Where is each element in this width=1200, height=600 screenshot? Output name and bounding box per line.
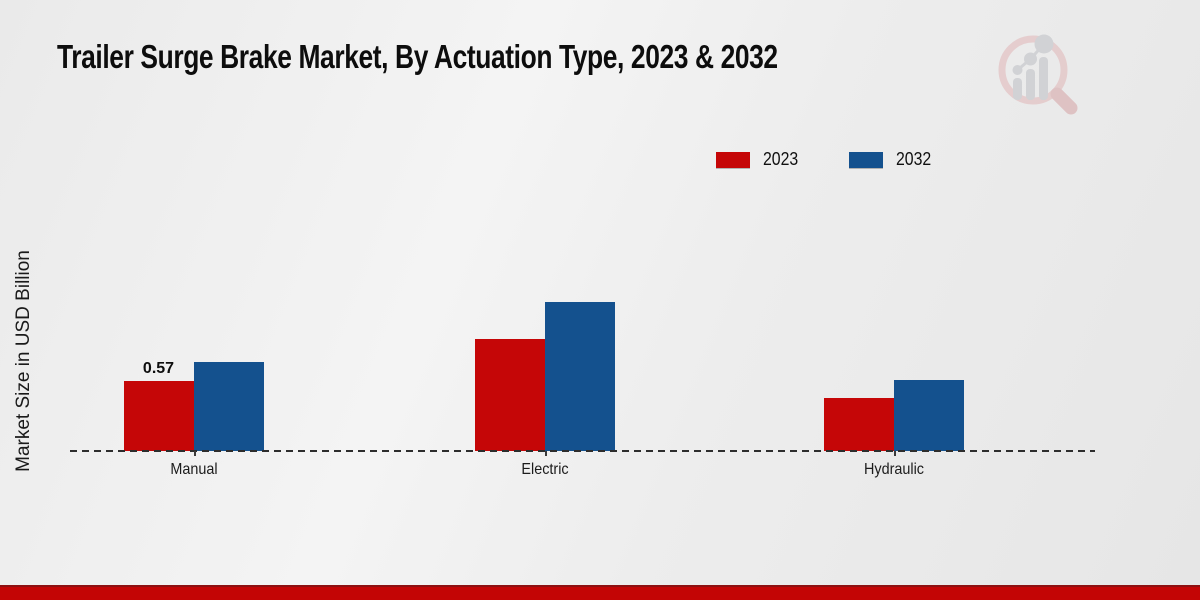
trend-dot bbox=[1012, 65, 1023, 75]
bar-2032-electric bbox=[545, 302, 615, 451]
axis-tick-hydraulic bbox=[894, 451, 896, 456]
bar-2023-hydraulic bbox=[824, 398, 894, 451]
bar-2032-hydraulic bbox=[894, 380, 964, 451]
axis-tick-electric bbox=[545, 451, 547, 456]
bar-group-electric: Electric bbox=[475, 302, 615, 478]
legend-item-2032: 2032 bbox=[849, 149, 936, 170]
legend-item-2023: 2023 bbox=[716, 149, 803, 170]
magnifier-ring bbox=[998, 35, 1068, 105]
y-axis-label: Market Size in USD Billion bbox=[13, 250, 34, 472]
axis-tick-manual bbox=[193, 451, 196, 456]
category-label-hydraulic: Hydraulic bbox=[863, 461, 925, 478]
x-axis-baseline bbox=[70, 450, 1095, 452]
chart-title: Trailer Surge Brake Market, By Actuation… bbox=[57, 38, 778, 75]
bar-2032-manual bbox=[193, 362, 264, 451]
legend-swatch-2032-icon bbox=[849, 151, 884, 168]
bar-group-hydraulic: Hydraulic bbox=[824, 380, 964, 478]
category-label-manual: Manual bbox=[169, 461, 218, 478]
bar-2023-manual: 0.57 bbox=[123, 360, 194, 451]
magnifier-handle bbox=[1050, 87, 1078, 115]
trend-dot bbox=[1034, 34, 1054, 54]
logo-bar bbox=[1013, 78, 1022, 100]
footer-red-band bbox=[0, 585, 1200, 600]
logo-bar bbox=[1026, 69, 1035, 100]
plot-area: 0.57 Manual Electric Hydraulic bbox=[70, 200, 1095, 478]
logo-bar bbox=[1039, 57, 1048, 100]
trend-dot bbox=[1024, 52, 1037, 66]
magnifier-bar-chart-logo-icon bbox=[983, 26, 1087, 118]
bar-group-manual: 0.57 Manual bbox=[123, 360, 264, 478]
legend-label-2032: 2032 bbox=[896, 149, 932, 169]
legend-swatch-2023-icon bbox=[716, 151, 750, 168]
legend-label-2023: 2023 bbox=[763, 149, 799, 169]
bar-value-label-manual: 0.57 bbox=[142, 360, 175, 377]
legend: 2023 2032 bbox=[716, 149, 936, 170]
bar-2023-electric bbox=[475, 339, 545, 451]
category-label-electric: Electric bbox=[521, 461, 569, 478]
